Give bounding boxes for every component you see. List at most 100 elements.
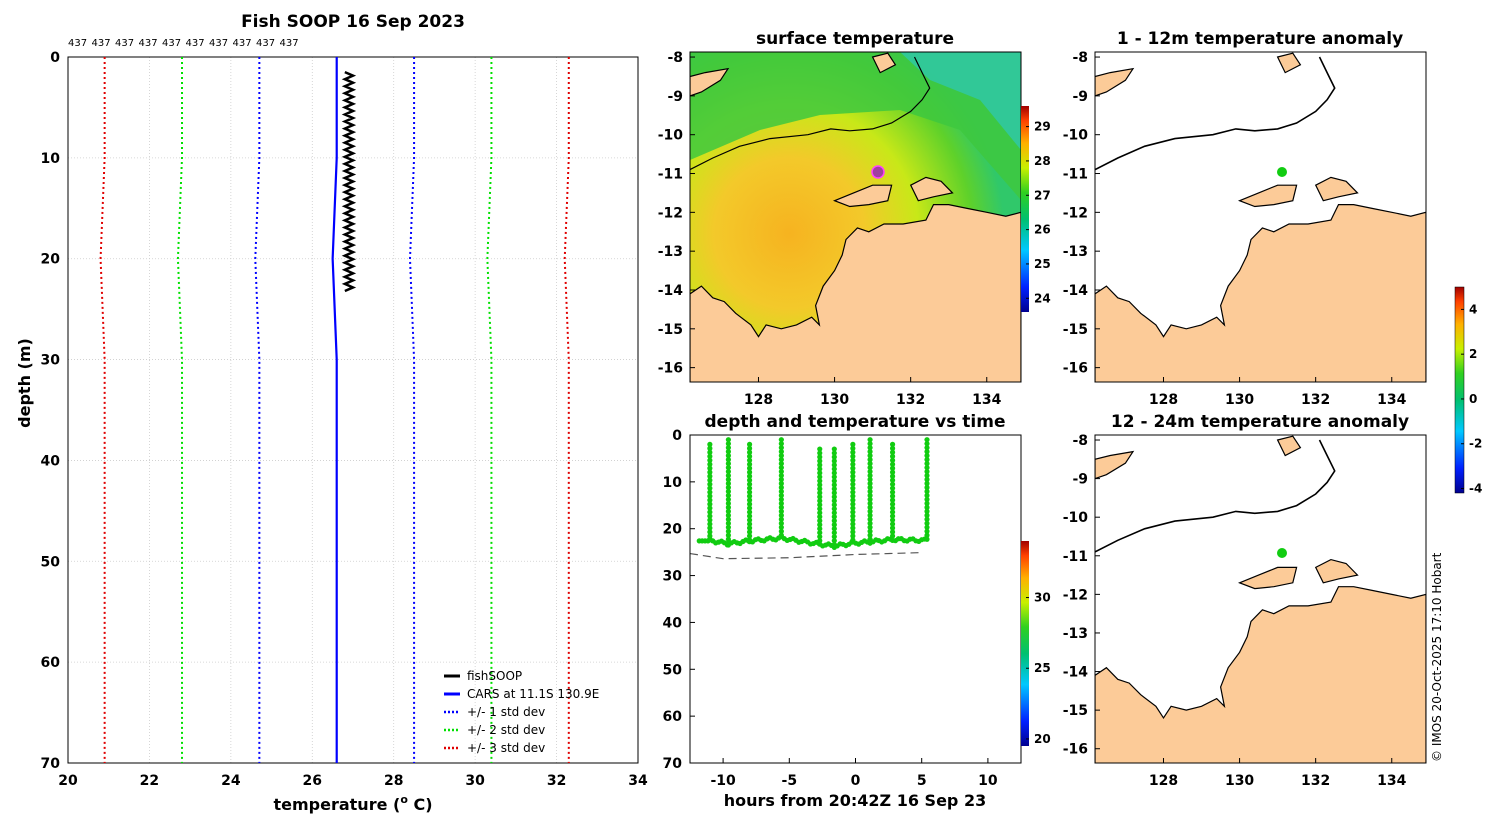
cast-dot — [867, 492, 873, 499]
top-label: 437 — [256, 38, 275, 49]
cast-dot — [817, 470, 823, 476]
cast-dot — [725, 480, 731, 487]
cast-dot — [850, 445, 856, 451]
cast-dot — [707, 481, 713, 487]
colorbar-tick-label: 0 — [1469, 392, 1477, 406]
map-xtick: 130 — [1225, 773, 1254, 789]
cast-dot — [924, 508, 930, 514]
cast-dot — [924, 504, 930, 510]
top-label: 437 — [115, 38, 134, 49]
cast-dot — [817, 486, 823, 492]
cast-dot — [778, 476, 784, 483]
anom1-map — [1095, 52, 1426, 382]
map-ytick: -11 — [1063, 549, 1088, 565]
cast-dot — [817, 518, 823, 524]
cast-dot — [707, 453, 713, 459]
cast-dot — [867, 520, 873, 526]
map-xtick: 130 — [820, 392, 849, 408]
cast-dot — [746, 481, 753, 487]
std-dev-2-low — [176, 57, 183, 763]
cast-dot — [924, 445, 930, 451]
cast-dot — [817, 450, 823, 456]
cast-dot — [707, 513, 713, 519]
cast-dot — [831, 454, 837, 460]
cast-dot — [725, 460, 731, 467]
cast-dot — [850, 449, 856, 455]
profile-top-labels: 437 437 437 437 437 437 437 437 437 437 — [68, 38, 299, 49]
map-ytick: -12 — [1063, 587, 1088, 603]
cast-dot — [850, 517, 856, 523]
cast-dot — [850, 485, 856, 491]
cast-dot — [924, 453, 930, 459]
sst-land — [690, 52, 1021, 382]
cast-dot — [817, 526, 823, 532]
cast-dot — [831, 494, 837, 500]
cast-dot — [850, 537, 856, 543]
cast-dot — [924, 472, 930, 479]
cast-dot — [778, 516, 784, 522]
cast-dot — [889, 493, 896, 499]
map-ytick: -15 — [658, 322, 683, 338]
anom1-land — [1095, 52, 1426, 382]
cast-dot — [817, 466, 823, 472]
cast-dot — [746, 465, 753, 471]
cast-dot — [850, 525, 856, 531]
cast-dot — [889, 497, 896, 503]
anom1-panel: 1 - 12m temperature anomaly 128 130 132 134… — [1063, 29, 1483, 496]
map-ytick: -13 — [1063, 244, 1088, 260]
cast-dot — [778, 520, 784, 526]
sst-panel: surface temperature 128 130 132 134 -8 -9 -10 -… — [658, 29, 1051, 408]
colorbar-tick-label: 28 — [1034, 154, 1051, 168]
cast-dot — [707, 449, 713, 455]
map-ytick: -14 — [1063, 665, 1089, 681]
cast-dot — [924, 464, 930, 471]
legend-entry: +/- 3 std dev — [467, 741, 545, 755]
cast-dot — [831, 498, 837, 504]
cast-dot — [725, 500, 731, 507]
timeplot-ticks: -10 -5 0 5 10 0 10 20 30 40 50 60 70 — [663, 428, 998, 789]
top-label: 437 — [209, 38, 228, 49]
cast-dot — [889, 489, 896, 495]
cast-dot — [850, 457, 856, 463]
cast-dot — [867, 453, 873, 459]
cast-dot — [831, 534, 837, 540]
map-ytick: -9 — [1072, 472, 1088, 488]
cast-dot — [817, 454, 823, 460]
timeplot-ytick: 60 — [663, 709, 683, 725]
profile-ylabel: depth (m) — [15, 338, 34, 428]
cast-dot — [707, 497, 713, 503]
cast-dot — [817, 534, 823, 540]
profile-ytick: 20 — [41, 252, 61, 268]
cast-dot — [817, 490, 823, 496]
colorbar-tick-label: 2 — [1469, 347, 1477, 361]
legend-entry: fishSOOP — [467, 669, 522, 683]
cast-dot — [850, 473, 856, 479]
cast-dot — [817, 506, 823, 512]
cast-dot — [889, 529, 896, 535]
top-label: 437 — [92, 38, 111, 49]
profile-xtick: 32 — [547, 773, 566, 789]
cast-dot — [867, 532, 873, 538]
timeplot-ytick: 50 — [663, 662, 683, 678]
colorbar-tick-label: 26 — [1034, 223, 1051, 237]
cast-dot — [924, 468, 930, 475]
timeplot-xtick: 10 — [978, 773, 998, 789]
cast-dot — [746, 441, 753, 447]
cast-dot — [924, 496, 930, 503]
map-ytick: -9 — [1072, 89, 1088, 105]
cast-dot — [725, 484, 731, 491]
cast-dot — [867, 449, 873, 455]
cast-dot — [867, 484, 873, 491]
cast-dot — [725, 512, 731, 518]
cast-dot — [778, 472, 784, 479]
cast-dot — [889, 465, 896, 471]
anom1-point — [1277, 167, 1287, 177]
cast-dot — [924, 437, 930, 443]
cast-dot — [778, 453, 784, 459]
cast-dot — [924, 500, 930, 507]
cast-dot — [817, 522, 823, 528]
cast-dot — [725, 464, 731, 471]
cast-dot — [725, 457, 731, 463]
profile-xtick: 26 — [303, 773, 322, 789]
map-xtick: 128 — [1149, 392, 1178, 408]
